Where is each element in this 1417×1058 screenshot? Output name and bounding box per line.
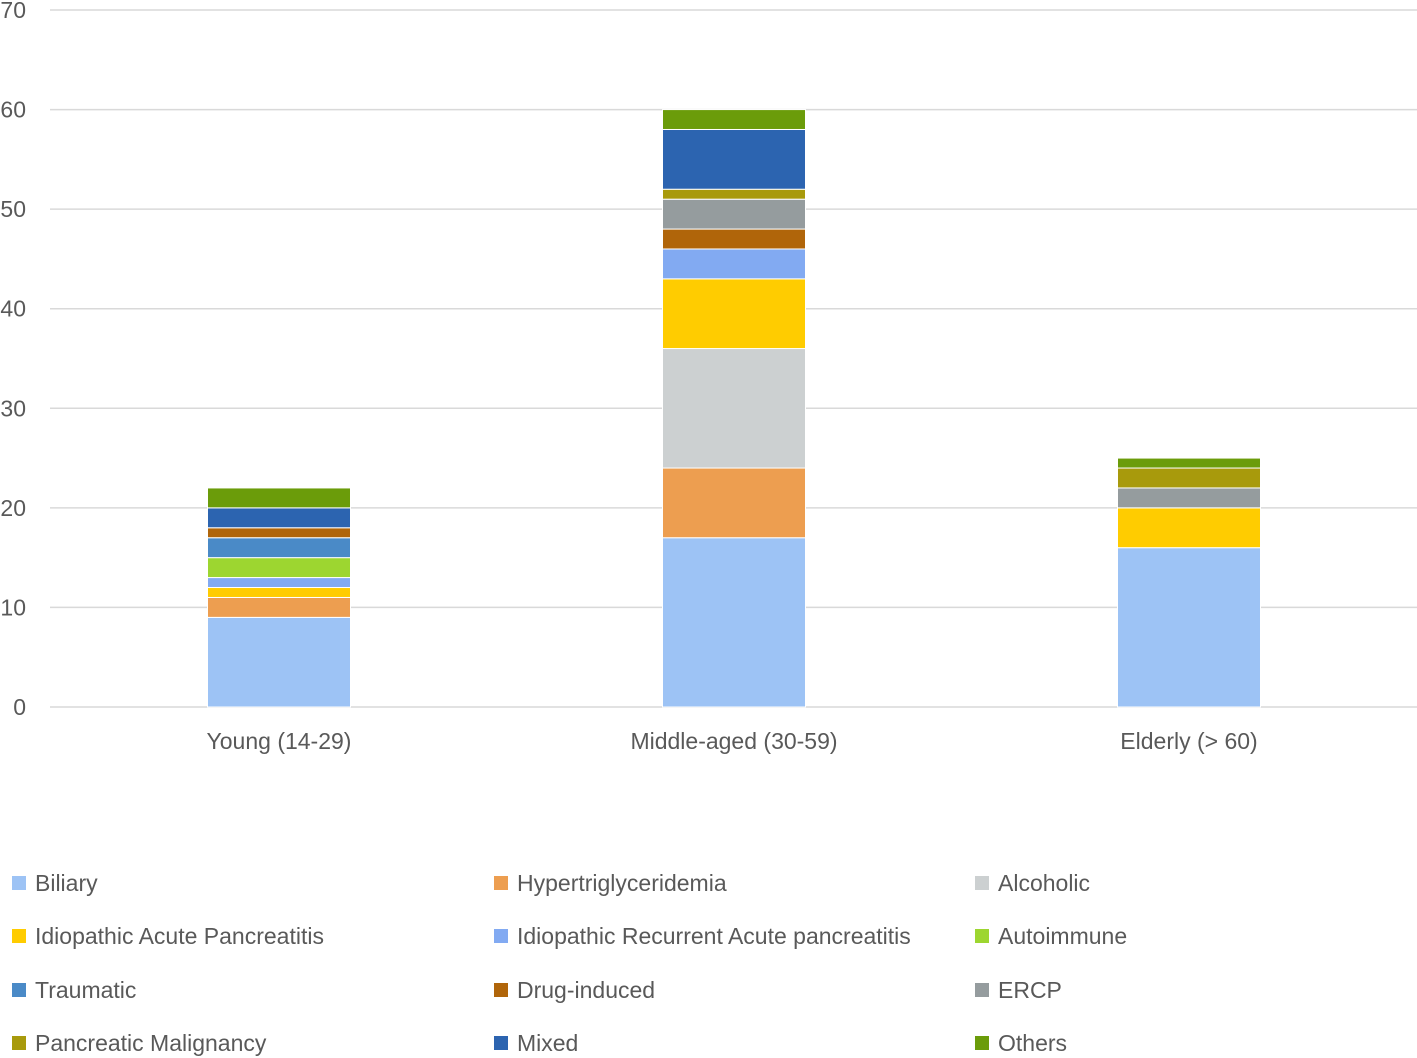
y-tick-label: 0 <box>13 694 26 720</box>
legend-swatch <box>12 876 26 890</box>
bar-segment-drug-induced <box>207 527 351 539</box>
legend-swatch <box>12 1036 26 1050</box>
bar-segment-ercp <box>1117 487 1261 509</box>
bar-segment-hypertriglyceridemia <box>207 596 351 618</box>
y-tick-label: 20 <box>0 495 26 521</box>
x-axis-ticks: Young (14-29) Middle-aged (30-59) Elderly … <box>207 728 1258 754</box>
legend-item: Others <box>975 1028 1067 1058</box>
legend-label: Autoimmune <box>998 922 1128 949</box>
bar-segment-ercp <box>662 198 806 230</box>
legend-swatch <box>975 876 989 890</box>
bar-segment-idiopathic-acute-pancreatitis <box>207 587 351 598</box>
bar-segment-idiopathic-recurrent-acute-pancreatitis <box>662 248 806 280</box>
legend-item: Alcoholic <box>975 868 1090 898</box>
legend-label: Idiopathic Recurrent Acute pancreatitis <box>517 922 911 949</box>
legend-swatch <box>975 983 989 997</box>
legend-item: Mixed <box>494 1028 578 1058</box>
legend-item: Drug-induced <box>494 975 655 1005</box>
legend-swatch <box>494 983 508 997</box>
x-tick-label: Young (14-29) <box>207 728 352 754</box>
legend-swatch <box>975 1036 989 1050</box>
bars <box>207 109 1261 708</box>
legend: Biliary Hypertriglyceridemia Alcoholic Idio… <box>0 860 1417 1057</box>
legend-swatch <box>975 929 989 943</box>
bar-segment-alcoholic <box>662 348 806 469</box>
legend-label: Hypertriglyceridemia <box>517 869 727 896</box>
x-tick-label: Elderly (> 60) <box>1120 728 1257 754</box>
bar-segment-drug-induced <box>662 228 806 250</box>
bar-segment-biliary <box>1117 547 1261 708</box>
legend-swatch <box>494 929 508 943</box>
bar-segment-others <box>662 109 806 130</box>
legend-label: Mixed <box>517 1029 579 1056</box>
legend-label: ERCP <box>998 976 1062 1003</box>
x-tick-label: Middle-aged (30-59) <box>630 728 837 754</box>
y-tick-label: 30 <box>0 395 26 421</box>
bar-segment-others <box>207 487 351 509</box>
legend-label: Alcoholic <box>998 869 1091 896</box>
legend-item: Pancreatic Malignancy <box>12 1028 266 1058</box>
y-tick-label: 60 <box>0 97 26 123</box>
bar-segment-idiopathic-acute-pancreatitis <box>662 278 806 350</box>
bar-segment-pancreatic-malignancy <box>1117 467 1261 489</box>
y-axis-ticks: 0 10 20 30 40 50 60 70 <box>0 0 26 720</box>
legend-item: ERCP <box>975 975 1062 1005</box>
legend-item: Traumatic <box>12 975 136 1005</box>
bar-segment-idiopathic-recurrent-acute-pancreatitis <box>207 577 351 589</box>
stacked-bar-chart: 0 10 20 30 40 50 60 70 Young (14-29) Middle-aged… <box>0 0 1417 754</box>
bar-segment-hypertriglyceridemia <box>662 467 806 539</box>
legend-label: Traumatic <box>35 976 137 1003</box>
legend-label: Drug-induced <box>517 976 656 1003</box>
y-tick-label: 10 <box>0 594 26 620</box>
y-tick-label: 70 <box>0 0 26 23</box>
legend-item: Idiopathic Recurrent Acute pancreatitis <box>494 921 911 951</box>
bar-segment-pancreatic-malignancy <box>662 188 806 200</box>
bar-segment-mixed <box>662 128 806 190</box>
bar-segment-autoimmune <box>207 557 351 579</box>
legend-label: Idiopathic Acute Pancreatitis <box>35 922 324 949</box>
legend-item: Hypertriglyceridemia <box>494 868 727 898</box>
legend-item: Biliary <box>12 868 98 898</box>
bar-segment-biliary <box>662 537 806 708</box>
legend-label: Pancreatic Malignancy <box>35 1029 267 1056</box>
y-tick-label: 50 <box>0 196 26 222</box>
legend-item: Autoimmune <box>975 921 1127 951</box>
bar-segment-mixed <box>207 507 351 529</box>
bar-segment-others <box>1117 457 1261 469</box>
legend-swatch <box>494 1036 508 1050</box>
legend-swatch <box>494 876 508 890</box>
bar-segment-traumatic <box>207 537 351 559</box>
legend-label: Biliary <box>35 869 98 896</box>
y-tick-label: 40 <box>0 296 26 322</box>
bar-segment-idiopathic-acute-pancreatitis <box>1117 507 1261 549</box>
legend-swatch <box>12 929 26 943</box>
legend-label: Others <box>998 1029 1068 1056</box>
bar-segment-biliary <box>207 616 351 708</box>
legend-item: Idiopathic Acute Pancreatitis <box>12 921 324 951</box>
legend-swatch <box>12 983 26 997</box>
